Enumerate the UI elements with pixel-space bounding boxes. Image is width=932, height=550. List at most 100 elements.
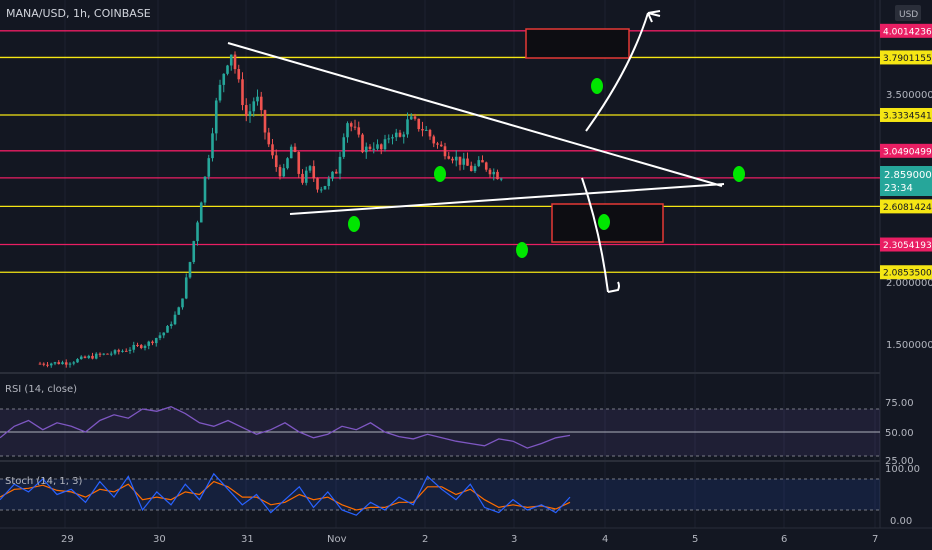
marker-dot[interactable] bbox=[516, 242, 528, 258]
candle-body[interactable] bbox=[57, 362, 61, 365]
candle-body[interactable] bbox=[372, 148, 376, 150]
candle-body[interactable] bbox=[94, 353, 98, 359]
candle-body[interactable] bbox=[158, 335, 162, 339]
marker-dot[interactable] bbox=[348, 216, 360, 232]
candle-body[interactable] bbox=[409, 116, 413, 120]
candle-body[interactable] bbox=[248, 111, 252, 117]
candle-body[interactable] bbox=[267, 132, 271, 145]
candle-body[interactable] bbox=[128, 349, 132, 351]
candle-body[interactable] bbox=[124, 350, 128, 352]
marker-dot[interactable] bbox=[434, 166, 446, 182]
candle-body[interactable] bbox=[379, 144, 383, 150]
candle-body[interactable] bbox=[293, 146, 297, 152]
candle-body[interactable] bbox=[469, 165, 473, 172]
signal-markers[interactable] bbox=[348, 78, 745, 258]
upper-trendline[interactable] bbox=[227, 42, 723, 187]
candle-body[interactable] bbox=[499, 178, 503, 180]
candle-body[interactable] bbox=[211, 133, 214, 159]
candle-body[interactable] bbox=[184, 277, 188, 299]
candle-body[interactable] bbox=[297, 151, 301, 174]
candle-body[interactable] bbox=[229, 54, 233, 66]
candle-body[interactable] bbox=[391, 137, 394, 139]
lower-trendline[interactable] bbox=[289, 183, 725, 215]
marker-dot[interactable] bbox=[733, 166, 745, 182]
candle-body[interactable] bbox=[61, 362, 64, 365]
candle-body[interactable] bbox=[364, 146, 368, 153]
candle-body[interactable] bbox=[289, 146, 293, 159]
candle-body[interactable] bbox=[323, 186, 327, 190]
candle-body[interactable] bbox=[319, 189, 323, 191]
candle-body[interactable] bbox=[91, 355, 94, 359]
candle-body[interactable] bbox=[338, 156, 342, 174]
candle-body[interactable] bbox=[181, 298, 184, 308]
candle-body[interactable] bbox=[132, 344, 136, 350]
candle-body[interactable] bbox=[394, 132, 398, 138]
candle-body[interactable] bbox=[484, 162, 488, 170]
candle-body[interactable] bbox=[154, 338, 158, 344]
candle-body[interactable] bbox=[218, 84, 222, 101]
candle-body[interactable] bbox=[274, 155, 278, 168]
candle-body[interactable] bbox=[342, 137, 346, 157]
candle-body[interactable] bbox=[282, 168, 286, 177]
candle-body[interactable] bbox=[346, 123, 349, 138]
candle-body[interactable] bbox=[259, 96, 263, 111]
candle-body[interactable] bbox=[428, 129, 432, 137]
candle-body[interactable] bbox=[432, 136, 436, 144]
candle-body[interactable] bbox=[308, 166, 312, 171]
symbol-title[interactable]: MANA/USD, 1h, COINBASE bbox=[6, 7, 151, 20]
breakout-up-arrow[interactable] bbox=[585, 12, 649, 132]
candle-body[interactable] bbox=[361, 134, 364, 153]
candle-body[interactable] bbox=[488, 169, 492, 175]
candle-body[interactable] bbox=[177, 307, 181, 315]
candle-body[interactable] bbox=[53, 362, 57, 364]
candle-body[interactable] bbox=[79, 356, 83, 360]
candle-body[interactable] bbox=[162, 332, 166, 336]
candlestick-series[interactable] bbox=[38, 51, 503, 368]
candle-body[interactable] bbox=[256, 96, 259, 102]
target-box-upper[interactable] bbox=[525, 28, 630, 59]
candle-body[interactable] bbox=[68, 363, 72, 365]
candle-body[interactable] bbox=[203, 176, 207, 203]
candle-body[interactable] bbox=[121, 350, 124, 352]
candle-body[interactable] bbox=[496, 171, 499, 180]
candle-body[interactable] bbox=[226, 65, 229, 74]
rsi-line[interactable] bbox=[0, 406, 571, 449]
candle-body[interactable] bbox=[383, 139, 387, 150]
candle-body[interactable] bbox=[72, 362, 76, 364]
stoch-k-line[interactable] bbox=[0, 472, 571, 516]
candle-body[interactable] bbox=[304, 170, 308, 183]
candle-body[interactable] bbox=[233, 54, 237, 70]
candle-body[interactable] bbox=[166, 326, 169, 333]
candle-body[interactable] bbox=[188, 262, 192, 278]
candle-body[interactable] bbox=[222, 73, 226, 85]
candle-body[interactable] bbox=[113, 350, 117, 354]
candle-body[interactable] bbox=[402, 134, 406, 137]
stoch-pane[interactable]: Stoch (14, 1, 3) 100.00 0.00 bbox=[0, 464, 920, 527]
candle-body[interactable] bbox=[64, 362, 68, 365]
candle-body[interactable] bbox=[76, 359, 79, 363]
candle-body[interactable] bbox=[102, 353, 106, 355]
currency-badge[interactable]: USD bbox=[899, 10, 918, 20]
candle-body[interactable] bbox=[454, 156, 458, 161]
candle-body[interactable] bbox=[46, 364, 49, 366]
candle-body[interactable] bbox=[147, 341, 151, 346]
horizontal-levels[interactable] bbox=[0, 30, 880, 273]
candle-body[interactable] bbox=[492, 171, 496, 175]
candle-body[interactable] bbox=[196, 222, 199, 242]
candle-body[interactable] bbox=[353, 126, 357, 128]
candle-body[interactable] bbox=[271, 144, 274, 156]
candle-body[interactable] bbox=[447, 156, 451, 159]
candle-body[interactable] bbox=[241, 79, 244, 106]
candle-body[interactable] bbox=[398, 132, 402, 137]
candle-body[interactable] bbox=[192, 241, 196, 263]
candle-body[interactable] bbox=[106, 353, 109, 355]
candle-body[interactable] bbox=[263, 110, 267, 133]
candle-body[interactable] bbox=[349, 123, 353, 127]
candle-body[interactable] bbox=[244, 105, 248, 117]
candle-body[interactable] bbox=[312, 166, 316, 179]
candle-body[interactable] bbox=[237, 69, 241, 80]
candle-body[interactable] bbox=[376, 144, 379, 149]
candle-body[interactable] bbox=[424, 129, 428, 131]
candle-body[interactable] bbox=[278, 167, 282, 177]
candle-body[interactable] bbox=[49, 363, 53, 366]
